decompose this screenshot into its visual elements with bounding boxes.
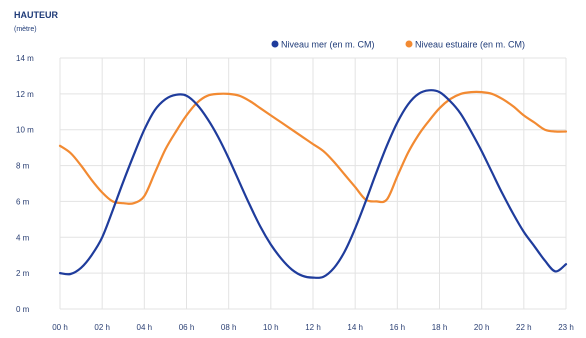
legend-marker-0 <box>271 40 279 48</box>
x-tick-label: 10 h <box>263 323 279 332</box>
y-tick-label: 14 m <box>16 54 34 63</box>
y-tick-label: 10 m <box>16 126 34 135</box>
y-tick-label: 8 m <box>16 162 30 171</box>
x-tick-label: 06 h <box>179 323 195 332</box>
y-tick-label: 2 m <box>16 269 30 278</box>
y-tick-label: 12 m <box>16 90 34 99</box>
legend-label-0: Niveau mer (en m. CM) <box>281 40 375 50</box>
legend-label-1: Niveau estuaire (en m. CM) <box>415 40 525 50</box>
series-line-1 <box>58 90 568 205</box>
x-tick-label: 00 h <box>52 323 68 332</box>
y-tick-label: 0 m <box>16 305 30 314</box>
legend-marker-1 <box>405 40 413 48</box>
series-line-0 <box>58 89 568 279</box>
x-tick-label: 04 h <box>137 323 153 332</box>
y-tick-label: 6 m <box>16 197 30 206</box>
x-tick-label: 14 h <box>347 323 363 332</box>
x-tick-label: 12 h <box>305 323 321 332</box>
x-tick-label: 16 h <box>390 323 406 332</box>
x-tick-label: 02 h <box>94 323 110 332</box>
x-tick-label: 23 h <box>558 323 574 332</box>
x-tick-label: 18 h <box>432 323 448 332</box>
y-tick-labels: 14 m 12 m 10 m 8 m 6 m 4 m 2 m 0 m <box>16 54 34 314</box>
x-tick-label: 08 h <box>221 323 237 332</box>
x-tick-label: 22 h <box>516 323 532 332</box>
legend: Niveau mer (en m. CM) Niveau estuaire (en… <box>271 40 525 50</box>
y-tick-label: 4 m <box>16 233 30 242</box>
x-tick-label: 20 h <box>474 323 490 332</box>
x-tick-labels: 00 h 02 h 04 h 06 h 08 h 10 h 12 h 14 h 16 h 18 h… <box>52 323 574 332</box>
series-lines <box>58 89 568 279</box>
y-axis-title: HAUTEUR <box>14 10 58 20</box>
gridlines <box>59 57 567 310</box>
y-axis-unit: (mètre) <box>14 26 37 33</box>
